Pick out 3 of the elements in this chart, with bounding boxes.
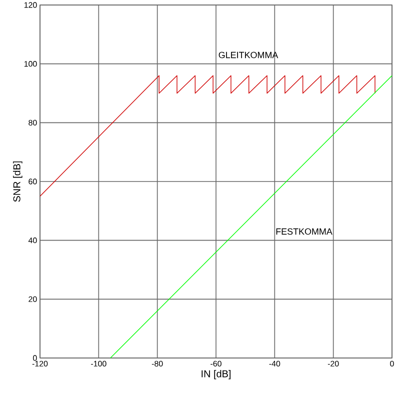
x-axis-title: IN [dB] bbox=[202, 370, 231, 380]
text: FESTKOMMA bbox=[276, 228, 332, 235]
y-axis-title: SNR [dB] bbox=[13, 161, 22, 202]
